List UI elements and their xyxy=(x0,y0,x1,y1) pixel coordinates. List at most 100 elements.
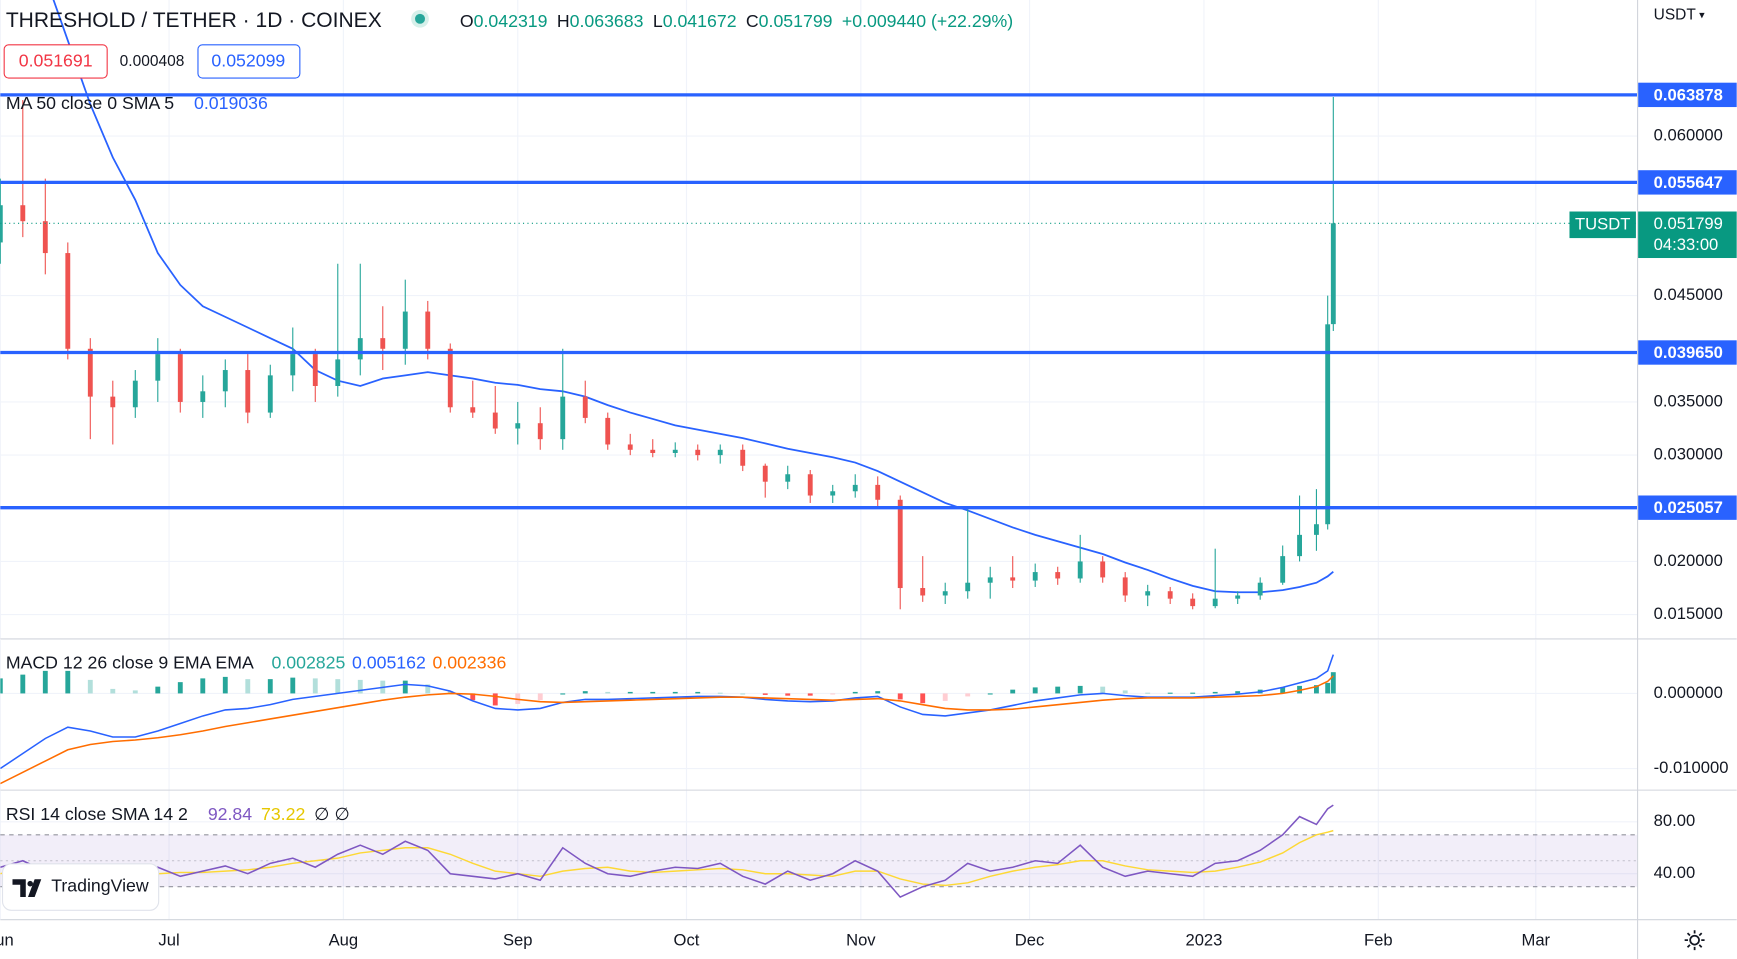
candle-body xyxy=(650,449,656,453)
status-dot xyxy=(415,13,425,24)
candle-body xyxy=(695,449,701,456)
macd-histogram-bar xyxy=(830,693,836,695)
candle-body xyxy=(110,396,116,408)
candle-body xyxy=(605,417,611,445)
rsi-sma-value: 73.22 xyxy=(261,804,305,824)
candle-body xyxy=(1330,223,1336,325)
y-tick-label: 0.000000 xyxy=(1654,683,1723,702)
macd-histogram-bar xyxy=(1190,692,1196,694)
macd-histogram-bar xyxy=(1100,686,1106,694)
last-price: 0.051799 xyxy=(1654,214,1723,233)
macd-histogram-bar xyxy=(762,693,768,695)
candle-body xyxy=(627,444,633,450)
candle-body xyxy=(132,380,138,408)
x-tick-label: 2023 xyxy=(1185,931,1222,950)
level-tag xyxy=(1638,170,1737,195)
logo-text[interactable]: TradingView xyxy=(51,876,149,896)
logo-dot[interactable] xyxy=(27,880,33,887)
rsi-sma-line xyxy=(0,829,1334,887)
ma-title: MA 50 close 0 SMA 5 xyxy=(6,93,174,113)
macd-histogram-bar xyxy=(447,691,453,694)
buy-button[interactable] xyxy=(197,44,301,79)
candle-body xyxy=(762,465,768,482)
moving-average xyxy=(52,0,1334,594)
candle-body xyxy=(267,375,273,413)
macd-histogram-bar xyxy=(1145,692,1151,694)
macd-histogram-bar xyxy=(695,691,701,694)
dropdown-caret[interactable]: ▾ xyxy=(1699,9,1705,21)
gear-center[interactable] xyxy=(1689,934,1700,946)
logo-icon[interactable] xyxy=(12,879,42,897)
signal-line xyxy=(0,675,1334,785)
candle-body xyxy=(875,484,881,500)
x-tick-label: Dec xyxy=(1015,931,1045,950)
candle-body xyxy=(1257,582,1263,596)
macd-histogram-bar xyxy=(1122,690,1128,694)
macd-histogram-bar xyxy=(245,679,251,694)
candle-body xyxy=(290,354,296,376)
candle-body xyxy=(20,205,26,222)
o-label: O xyxy=(460,11,474,31)
macd-histogram-bar xyxy=(200,678,206,694)
x-tick-label: Jul xyxy=(158,931,179,950)
candle-body xyxy=(470,407,476,413)
macd-histogram-bar xyxy=(1167,692,1173,694)
level-tag xyxy=(1638,340,1737,365)
level-tag xyxy=(1638,495,1737,520)
macd-histogram-bar xyxy=(852,691,858,694)
candle-body xyxy=(785,474,791,482)
candle-body xyxy=(1280,556,1286,583)
sell-button[interactable] xyxy=(3,44,108,79)
macd-histogram-bar xyxy=(1010,689,1016,694)
candle-body xyxy=(1212,598,1218,607)
macd-histogram-bar xyxy=(1280,687,1286,694)
candle-body xyxy=(1100,561,1106,578)
candle-body xyxy=(1122,577,1128,596)
macd-histogram-bar xyxy=(875,691,881,694)
macd-legend: MACD 12 26 close 9 EMA EMA 0.002825 0.0051… xyxy=(6,652,507,672)
level-label: 0.039650 xyxy=(1654,343,1723,362)
candle-body xyxy=(897,499,903,589)
macd-histogram-bar xyxy=(965,693,971,697)
currency[interactable]: USDT xyxy=(1654,7,1697,24)
candle-body xyxy=(1077,561,1083,579)
macd-histogram-bar xyxy=(672,691,678,694)
sell-price[interactable]: 0.051691 xyxy=(19,51,93,71)
countdown: 04:33:00 xyxy=(1654,235,1719,254)
macd-histogram-bar xyxy=(20,674,26,694)
candle-body xyxy=(87,348,93,397)
macd-histogram-bar xyxy=(1313,685,1319,694)
candle-body xyxy=(1325,324,1331,525)
macd-histogram-bar xyxy=(357,679,363,694)
macd-histogram-bar xyxy=(110,688,116,694)
ticker-tag xyxy=(1569,211,1636,239)
currency-selector[interactable]: USDT ▾ xyxy=(1654,7,1706,24)
candle-body xyxy=(200,391,206,402)
buy-price[interactable]: 0.052099 xyxy=(211,51,285,71)
macd-histogram-bar xyxy=(582,691,588,694)
candle-body xyxy=(717,449,723,456)
macd-histogram-bar xyxy=(290,677,296,694)
macd-histogram-bar xyxy=(222,676,228,694)
macd-line xyxy=(0,654,1335,770)
candle-body xyxy=(312,354,318,386)
change: +0.009440 (+22.29%) xyxy=(842,11,1013,31)
candle-body xyxy=(65,253,71,349)
x-tick-label: Jun xyxy=(0,931,14,950)
macd-histogram-bar xyxy=(740,693,746,695)
settings-icon[interactable] xyxy=(1684,930,1705,951)
logo-box[interactable] xyxy=(1,863,160,911)
candle-body xyxy=(942,591,948,596)
spread: 0.000408 xyxy=(120,53,185,70)
gear-teeth[interactable] xyxy=(1684,930,1705,951)
macd-histogram-bar xyxy=(717,692,723,694)
x-tick-label: Aug xyxy=(329,931,359,950)
macd-histogram-bar xyxy=(1235,691,1241,694)
candle-body xyxy=(155,354,161,381)
macd-histogram-bar xyxy=(560,693,566,695)
macd-histogram-bar xyxy=(1325,682,1331,694)
macd-histogram-bar xyxy=(1032,687,1038,694)
